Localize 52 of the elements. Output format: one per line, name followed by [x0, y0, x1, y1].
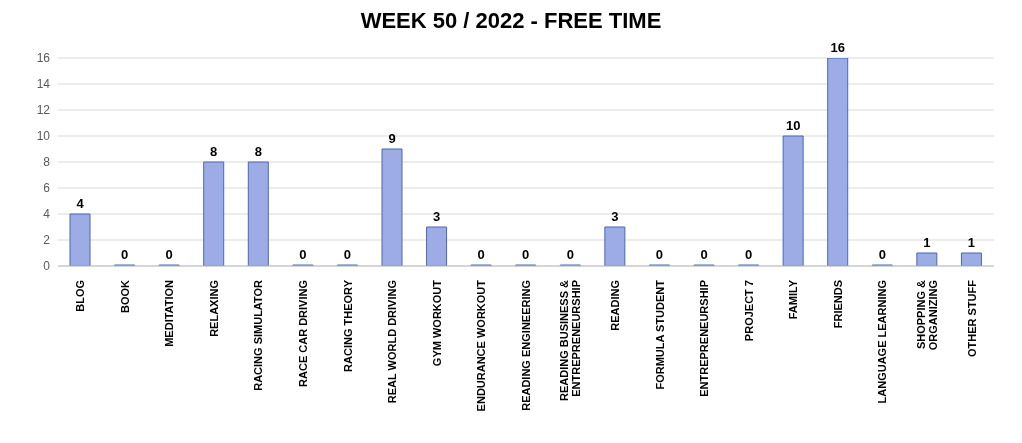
y-tick-label: 4 — [43, 207, 51, 222]
x-tick-label: SHOPPING & ORGANIZING — [914, 279, 940, 351]
data-label: 8 — [210, 144, 218, 159]
data-label: 0 — [744, 247, 753, 262]
y-tick-label: 10 — [36, 129, 51, 144]
data-label: 4 — [76, 196, 85, 211]
data-label: 0 — [343, 247, 352, 262]
x-tick-label: BLOG — [74, 280, 87, 312]
x-tick-label: FRIENDS — [831, 280, 844, 329]
data-label: 8 — [254, 144, 262, 159]
y-tick-label: 6 — [43, 181, 51, 196]
x-tick-label: BOOK — [118, 279, 131, 313]
x-tick-label: ENTREPRENEURSHIP — [698, 280, 711, 397]
data-label: 16 — [830, 40, 845, 55]
data-label: 0 — [566, 247, 574, 262]
x-tick-label: OTHER STUFF — [965, 279, 978, 357]
y-tick-label: 0 — [43, 259, 51, 274]
data-label: 0 — [655, 247, 664, 262]
x-tick-label: RACING THEORY — [341, 279, 354, 372]
x-tick-label: ENDURANCE WORKOUT — [475, 279, 488, 412]
data-label: 9 — [388, 131, 396, 146]
data-label: 0 — [299, 247, 307, 262]
data-label: 0 — [700, 247, 708, 262]
data-label: 3 — [611, 209, 619, 224]
data-label: 0 — [165, 247, 173, 262]
x-tick-label: RACE CAR DRIVING — [296, 280, 309, 387]
data-label: 10 — [785, 118, 801, 133]
data-label: 0 — [522, 247, 530, 262]
x-tick-label: PROJECT 7 — [742, 280, 755, 342]
x-tick-label: READING ENGINEERING — [519, 280, 532, 411]
data-label: 0 — [477, 247, 485, 262]
x-tick-label: FORMULA STUDENT — [653, 279, 666, 390]
y-tick-label: 12 — [36, 103, 51, 118]
chart-title: WEEK 50 / 2022 - FREE TIME — [359, 8, 663, 35]
data-label: 1 — [967, 235, 976, 250]
data-label: 3 — [432, 209, 441, 224]
x-tick-label: RELAXING — [207, 280, 220, 337]
x-tick-label: REAL WORLD DRIVING — [386, 280, 399, 404]
x-tick-label: LANGUAGE LEARNING — [876, 280, 889, 404]
x-tick-label: FAMILY — [787, 279, 800, 320]
x-tick-label: GYM WORKOUT — [430, 279, 443, 367]
y-tick-label: 8 — [43, 155, 51, 170]
x-tick-label: READING — [608, 280, 621, 331]
x-tick-label: READING BUSINESS & ENTREPRENEURSHIP — [558, 279, 583, 402]
y-tick-label: 14 — [36, 77, 51, 92]
y-tick-label: 16 — [36, 51, 51, 66]
data-label: 0 — [120, 247, 129, 262]
y-tick-label: 2 — [43, 233, 51, 248]
data-label: 1 — [923, 235, 931, 250]
data-label: 0 — [878, 247, 886, 262]
x-tick-label: RACING SIMULATOR — [252, 279, 265, 391]
x-tick-label: MEDITATION — [163, 279, 176, 347]
